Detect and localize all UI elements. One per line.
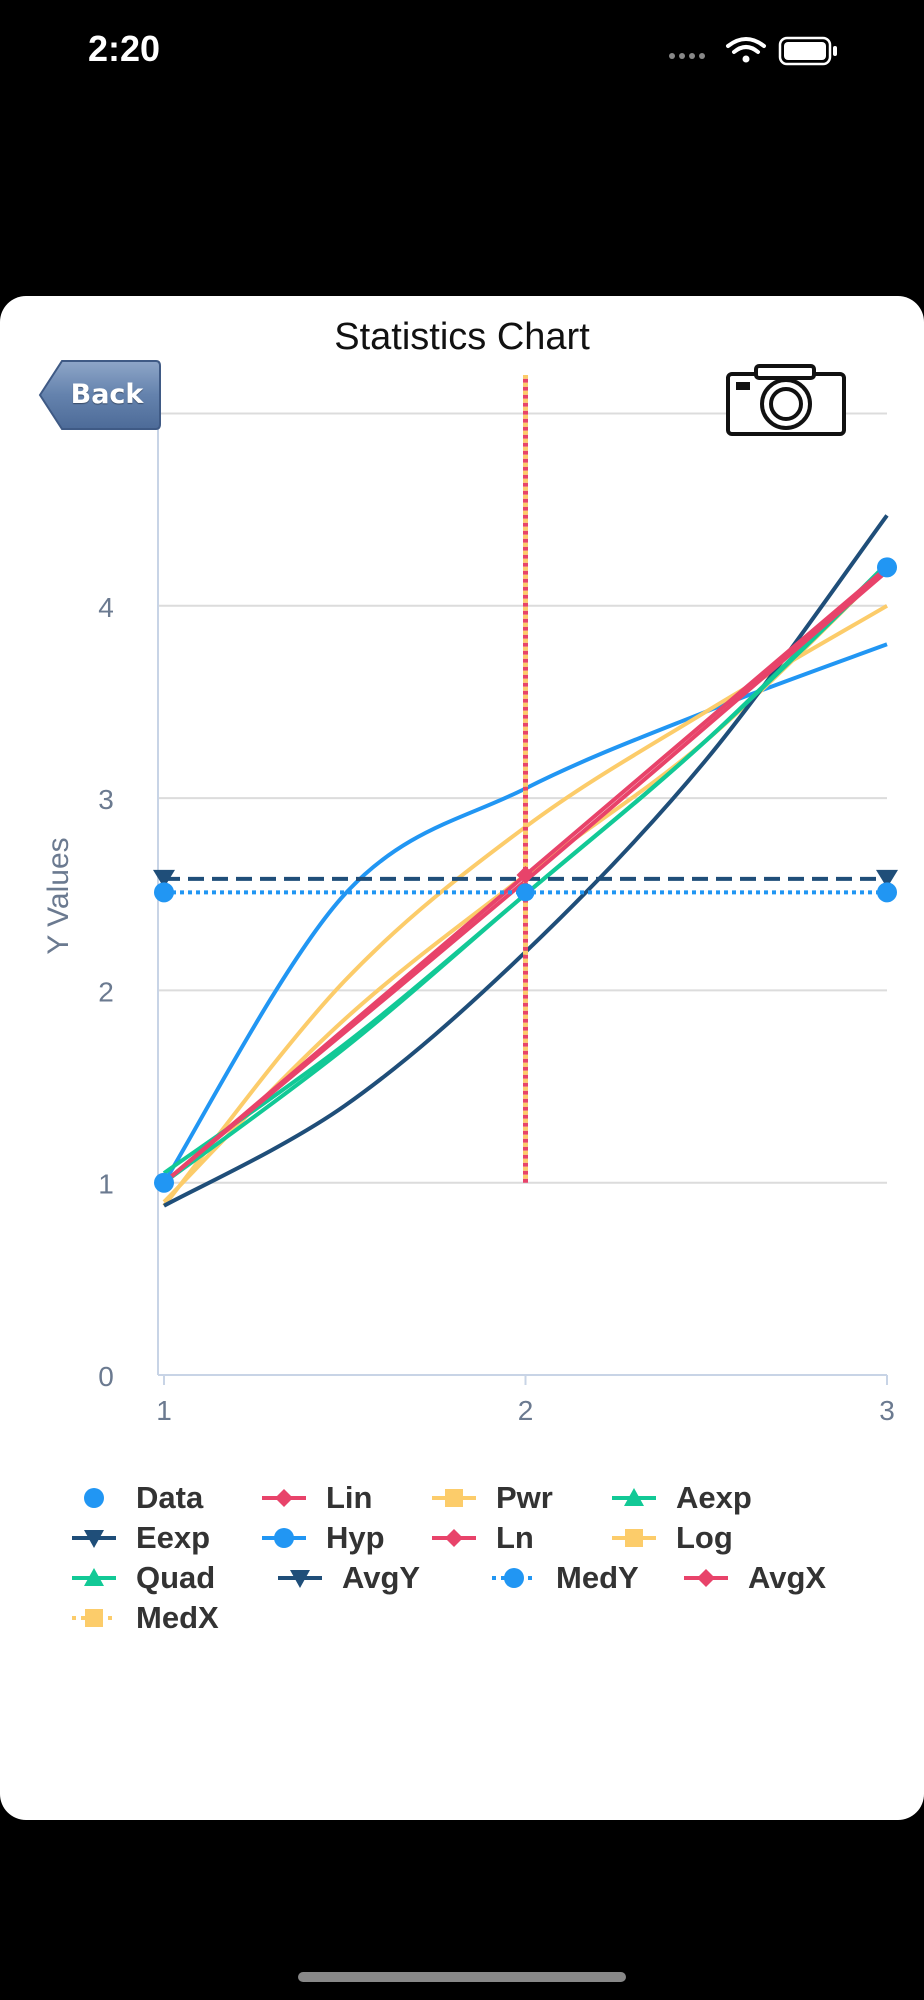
y-tick-label: 3 xyxy=(98,784,114,815)
legend-swatch xyxy=(70,1524,118,1552)
x-tick-label: 3 xyxy=(879,1395,895,1426)
legend-swatch xyxy=(490,1564,538,1592)
legend-swatch xyxy=(610,1484,658,1512)
avgy-marker xyxy=(153,869,175,888)
back-button[interactable]: Back xyxy=(38,358,162,432)
legend-label: Hyp xyxy=(326,1520,385,1555)
x-tick-label: 1 xyxy=(156,1395,172,1426)
avgy-marker xyxy=(876,869,898,888)
legend-swatch xyxy=(260,1484,308,1512)
camera-icon xyxy=(726,364,846,436)
lin-midpoint-marker xyxy=(516,866,535,885)
legend-label: Eexp xyxy=(136,1520,211,1555)
legend-swatch xyxy=(430,1524,478,1552)
camera-button[interactable] xyxy=(722,364,850,440)
medy-marker xyxy=(877,882,897,903)
chart-legend: Data Lin Pwr Aexp Eexp Hyp Ln Log Quad AvgY MedY Av… xyxy=(70,1478,890,1638)
y-tick-label: 2 xyxy=(98,976,114,1007)
home-indicator xyxy=(298,1972,626,1982)
legend-label: Lin xyxy=(326,1480,373,1515)
chart-plot: 0 1 2 3 4 1 2 3 Y Values xyxy=(42,375,898,1426)
legend-swatch xyxy=(70,1484,118,1512)
x-tick-label: 2 xyxy=(518,1395,534,1426)
chart-card: 0 1 2 3 4 1 2 3 Y Values Statistics Chart Back xyxy=(0,296,924,1820)
legend-label: Log xyxy=(676,1520,733,1555)
wifi-icon xyxy=(726,37,766,63)
legend-swatch xyxy=(276,1564,324,1592)
legend-label: Ln xyxy=(496,1520,534,1555)
series-line-hyp xyxy=(162,642,888,1184)
medy-midpoint-marker xyxy=(516,883,535,902)
legend-label: Quad xyxy=(136,1560,216,1595)
signal-icon xyxy=(669,53,705,59)
data-point xyxy=(877,557,897,578)
legend-swatch xyxy=(260,1524,308,1552)
legend-label: Data xyxy=(136,1480,204,1515)
legend-row: Data Lin Pwr Aexp xyxy=(70,1478,890,1518)
y-tick-label: 4 xyxy=(98,592,114,623)
legend-label: AvgX xyxy=(748,1560,827,1595)
page-title: Statistics Chart xyxy=(334,316,590,358)
legend-label: Pwr xyxy=(496,1480,553,1515)
legend-label: AvgY xyxy=(342,1560,421,1595)
y-tick-label: 1 xyxy=(98,1169,114,1200)
back-button-label: Back xyxy=(70,379,144,410)
legend-swatch xyxy=(70,1604,118,1632)
legend-row: MedX xyxy=(70,1598,890,1638)
legend-swatch xyxy=(610,1524,658,1552)
legend-label: Aexp xyxy=(676,1480,752,1515)
medy-marker xyxy=(154,882,174,903)
battery-icon xyxy=(778,36,837,66)
legend-swatch xyxy=(682,1564,730,1592)
status-bar: 2:20 xyxy=(0,0,924,110)
legend-swatch xyxy=(430,1484,478,1512)
legend-swatch xyxy=(70,1564,118,1592)
legend-row: Eexp Hyp Ln Log xyxy=(70,1518,890,1558)
legend-row: Quad AvgY MedY AvgX xyxy=(70,1558,890,1598)
status-icons xyxy=(666,34,876,68)
status-time: 2:20 xyxy=(88,28,161,69)
data-point xyxy=(154,1172,174,1193)
legend-label: MedY xyxy=(556,1560,639,1595)
y-tick-label: 0 xyxy=(98,1361,114,1392)
y-axis-label: Y Values xyxy=(42,837,75,954)
legend-label: MedX xyxy=(136,1600,219,1635)
